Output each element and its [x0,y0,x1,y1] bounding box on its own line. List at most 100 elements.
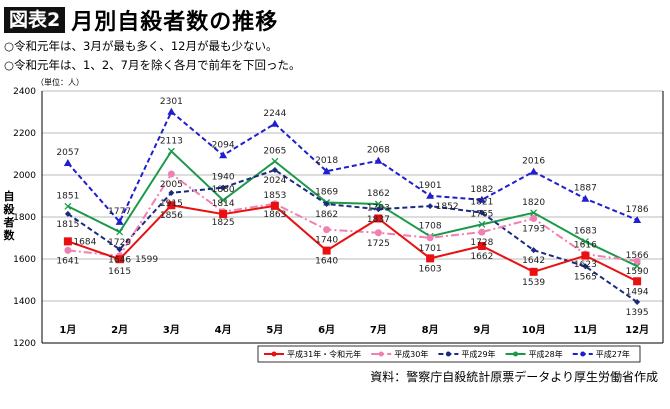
data-point [167,147,175,155]
data-label: 1642 [522,256,545,266]
y-tick-label: 2400 [13,87,36,97]
data-label: 1793 [522,224,545,234]
data-label: 2065 [263,146,286,156]
x-tick-label: 4月 [215,324,232,336]
legend-marker [378,351,384,357]
data-point [115,255,124,264]
data-label: 1825 [212,218,235,228]
data-point [478,228,486,236]
y-tick-label: 2000 [13,171,36,181]
legend-label: 平成27年 [596,349,630,359]
data-point [115,217,124,225]
data-label: 1786 [626,205,649,215]
data-point [322,246,331,255]
data-label: 1853 [263,191,286,201]
data-label: 2301 [160,97,183,107]
data-label: 1820 [522,198,545,208]
legend-marker [580,351,586,357]
x-tick-label: 2月 [111,324,128,336]
y-axis-label-char: 数 [4,228,16,242]
x-tick-label: 12月 [625,324,649,336]
data-label: 1662 [470,252,493,262]
data-label: 2113 [160,136,183,146]
data-label: 2244 [263,109,286,119]
figure-badge: 図表2 [4,7,66,33]
data-point [63,237,72,246]
y-tick-label: 1400 [13,297,36,307]
data-point [270,201,279,210]
note-2: ○令和元年は、1、2、7月を除く各月で前年を下回った。 [4,58,301,72]
series-line [67,149,638,268]
data-label: 1565 [574,272,597,282]
legend-label: 平成28年 [529,349,563,359]
data-label: 1683 [574,227,597,237]
page-title: 月別自殺者数の推移 [71,10,279,35]
data-label: 1566 [626,251,649,261]
data-point [582,263,589,270]
data-label: 2024 [263,176,286,186]
data-label: 2018 [315,156,338,166]
legend-marker [445,351,451,357]
series-line [67,110,638,224]
data-point [168,189,175,196]
data-label: 1539 [522,278,545,288]
data-label: 1725 [367,239,390,249]
data-point [167,107,176,115]
data-label: 1777 [108,207,131,217]
x-tick-label: 9月 [473,324,490,336]
data-label: 1623 [574,260,597,270]
data-point [375,206,382,213]
data-point [64,246,72,254]
data-label: 1940 [212,173,235,183]
data-point [426,254,435,263]
data-label: 1887 [574,184,597,194]
data-label: 2057 [56,148,79,158]
source-note: 資料：警察庁自殺統計原票データより厚生労働省作成 [370,370,658,384]
data-point [478,220,486,228]
data-point [219,151,228,159]
data-point [323,226,331,234]
data-label: 1880 [212,185,235,195]
y-tick-label: 1600 [13,255,36,265]
data-point [426,234,434,242]
x-tick-label: 10月 [522,324,546,336]
data-point [323,200,330,207]
data-point [116,246,123,253]
data-label: 1815 [56,220,79,230]
y-tick-label: 1200 [13,339,36,349]
data-point [477,241,486,250]
data-point [581,194,590,202]
data-point [633,277,642,286]
data-label: 1901 [419,181,442,191]
data-label: 1862 [367,189,390,199]
data-point [427,203,434,210]
data-label: 1915 [160,199,183,209]
data-label: 1599 [135,255,158,265]
legend-label: 平成31年・令和元年 [287,349,361,359]
data-point [633,257,641,265]
data-label: 2094 [212,140,235,150]
data-point [529,167,538,175]
note-1: ○令和元年は、3月が最も多く、12月が最も少ない。 [4,39,278,53]
unit-label: （単位：人） [36,78,84,87]
data-label: 1814 [212,199,235,209]
y-axis-label-char: 自 [4,189,15,203]
data-label: 1863 [263,210,286,220]
data-label: 1494 [626,287,649,297]
data-point [220,184,227,191]
data-point [270,119,279,127]
x-tick-label: 6月 [318,324,335,336]
data-label: 1765 [470,209,493,219]
data-point [374,200,382,208]
data-label: 1615 [108,267,131,277]
data-point [167,170,175,178]
data-label: 1708 [419,221,442,231]
data-point [374,214,383,223]
series-line [67,172,638,263]
series-line [67,204,638,283]
data-point [64,210,71,217]
data-label: 1590 [626,267,649,277]
data-point [530,214,538,222]
data-point [633,262,641,270]
data-point [322,167,331,175]
